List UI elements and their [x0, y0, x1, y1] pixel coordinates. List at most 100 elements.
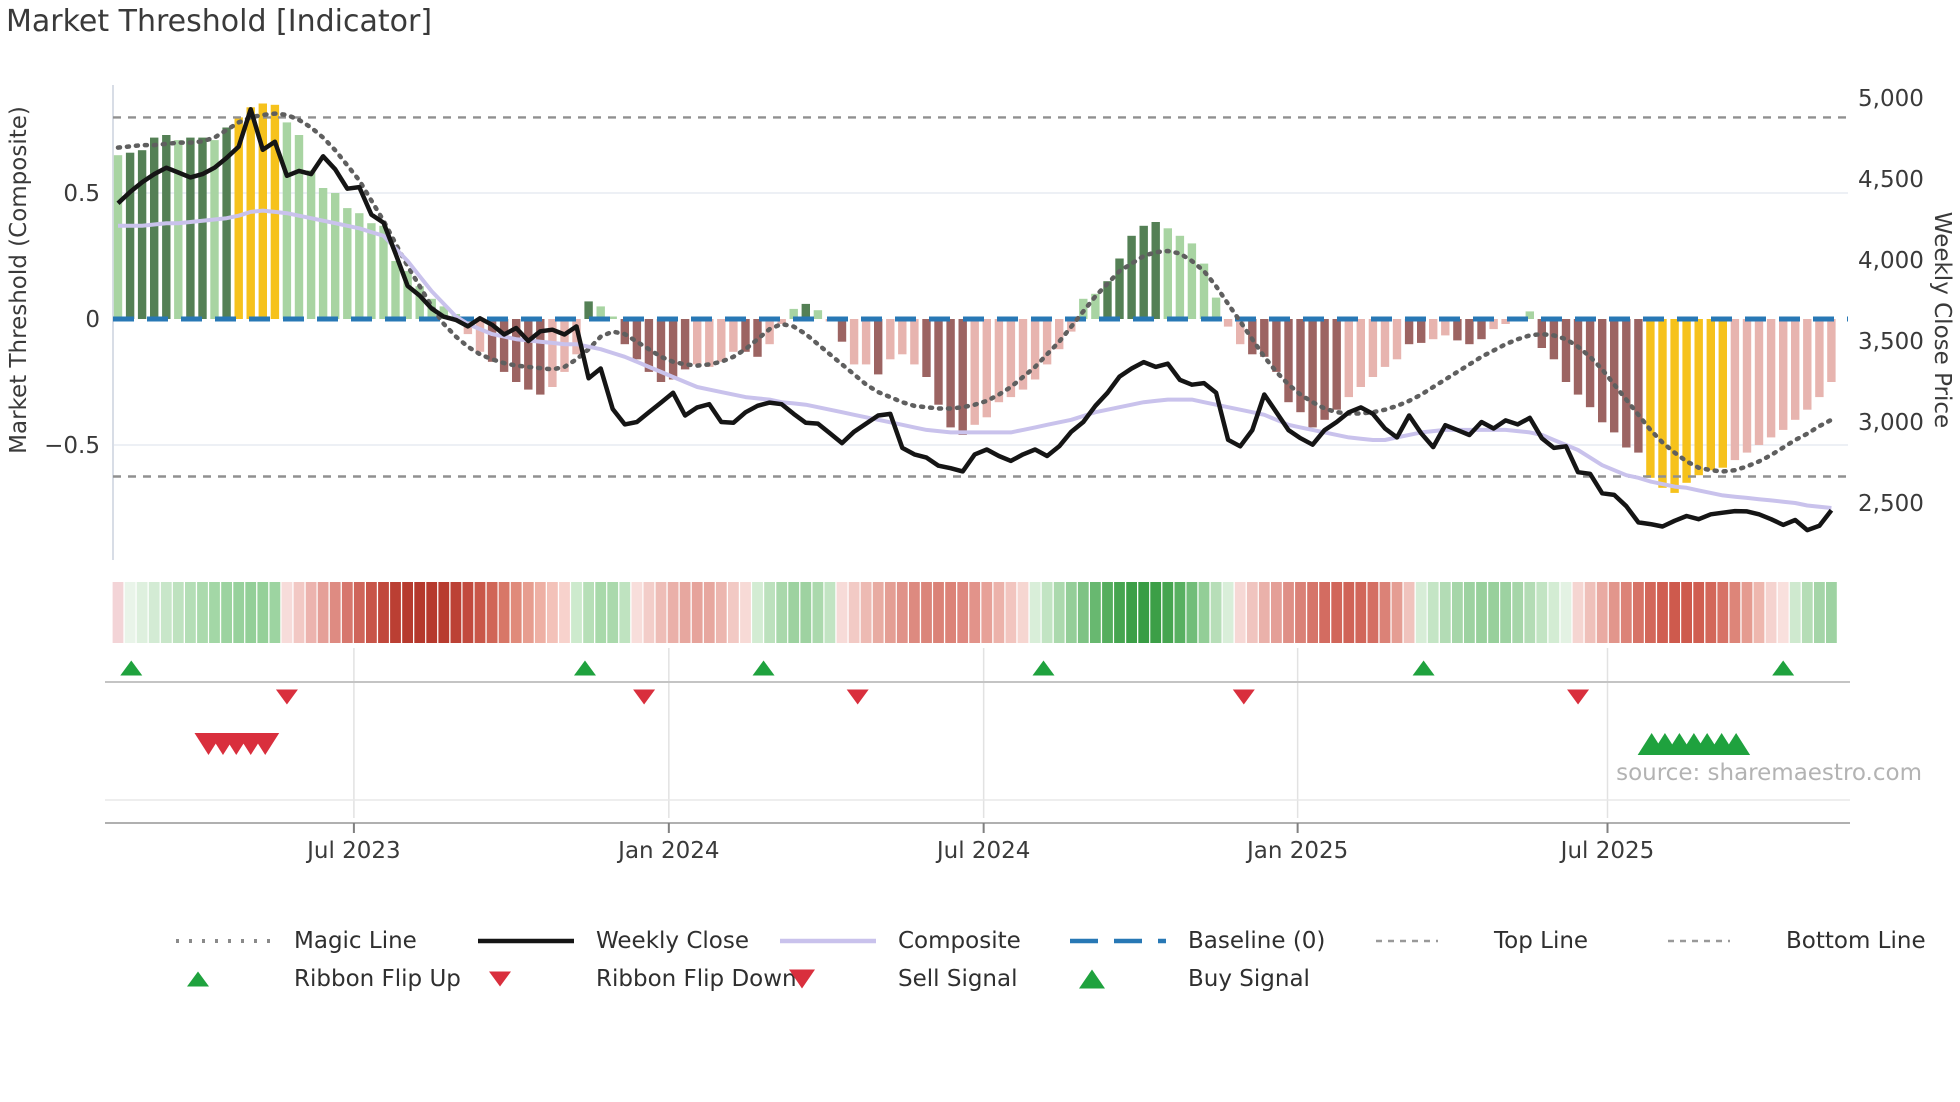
ribbon-cell: [341, 582, 353, 643]
histogram-bar: [608, 316, 617, 319]
histogram-bar: [1404, 319, 1414, 345]
histogram-bar: [1308, 319, 1317, 428]
magic-line-swatch: [176, 939, 272, 943]
histogram-bar: [1622, 319, 1631, 448]
ribbon-cell: [498, 582, 510, 643]
ribbon-cell: [884, 582, 896, 643]
histogram-bar: [1766, 319, 1776, 438]
histogram-bar: [379, 225, 388, 319]
ribbon-cell: [655, 582, 667, 643]
histogram-bar: [874, 319, 883, 375]
ribbon-cell: [1488, 582, 1499, 643]
ribbon-cell: [1283, 582, 1294, 643]
histogram-bar: [1380, 319, 1390, 367]
ribbon-cell: [402, 582, 413, 643]
ribbon-cell: [522, 582, 534, 643]
ribbon-cell: [366, 582, 377, 643]
histogram-bar: [294, 135, 304, 319]
ribbon-cell: [703, 582, 715, 643]
histogram-bar: [680, 319, 690, 370]
ribbon-cell: [1814, 582, 1825, 643]
legend-triangle: [489, 971, 511, 987]
ribbon-cell: [185, 582, 196, 643]
ribbon-cell: [559, 582, 570, 643]
histogram-bar: [1585, 319, 1595, 408]
ribbon-cell: [1174, 582, 1186, 643]
legend-label: Baseline (0): [1188, 928, 1326, 954]
legend-item-bottom-line: Bottom Line: [1660, 928, 1926, 954]
ribbon-cell: [1464, 582, 1475, 643]
histogram-bar: [1103, 281, 1112, 319]
ribbon-cell: [329, 582, 341, 643]
ribbon-cell: [1053, 582, 1065, 643]
legend-label: Composite: [898, 928, 1021, 954]
legend-item-ribbon-flip-up: Ribbon Flip Up: [168, 966, 461, 992]
ribbon-cell: [860, 582, 872, 643]
histogram-bar: [198, 137, 207, 319]
histogram-bar: [1429, 319, 1438, 340]
left-axis-tick-label: 0.5: [63, 181, 100, 207]
ribbon-cell: [619, 582, 631, 643]
legend-item-baseline: Baseline (0): [1062, 928, 1325, 954]
histogram-bar: [801, 303, 810, 319]
ribbon-cell: [909, 582, 920, 643]
histogram-bar: [1815, 319, 1824, 398]
ribbon-cell: [547, 582, 558, 643]
ribbon-cell: [896, 582, 908, 643]
ribbon-cell: [486, 582, 498, 643]
ribbon-cell: [1029, 582, 1041, 643]
ribbon-cell: [197, 582, 208, 643]
ribbon-cell: [1041, 582, 1053, 643]
histogram-bar: [656, 319, 666, 382]
ribbon-flip-down-icon: [489, 971, 511, 987]
ribbon-cell: [691, 582, 703, 643]
histogram-bar: [1489, 319, 1498, 330]
ribbon-cell: [1295, 582, 1306, 643]
legend-triangle: [1079, 969, 1105, 989]
ribbon-cell: [1138, 582, 1150, 643]
ribbon-cell: [921, 582, 932, 643]
ribbon-cell: [1090, 582, 1101, 643]
histogram-bar: [596, 306, 605, 319]
histogram-bar: [898, 319, 907, 355]
histogram-bar: [946, 319, 955, 428]
histogram-bar: [1754, 319, 1764, 445]
histogram-bar: [1260, 319, 1269, 357]
histogram-bar: [572, 319, 581, 355]
ribbon-cell: [390, 582, 401, 643]
ribbon-cell: [305, 582, 317, 643]
histogram-bar: [1791, 319, 1800, 420]
ribbon-cell: [1620, 582, 1632, 643]
histogram-bar: [1779, 319, 1788, 430]
histogram-bar: [1272, 319, 1281, 372]
histogram-bar: [1223, 319, 1233, 327]
legend-label: Ribbon Flip Down: [596, 966, 797, 992]
page-title: Market Threshold [Indicator]: [6, 4, 433, 39]
histogram-bar: [970, 319, 979, 425]
histogram-bar: [1610, 319, 1619, 433]
ribbon-cell: [571, 582, 582, 643]
histogram-bar: [524, 319, 533, 390]
histogram-bar: [403, 271, 412, 319]
histogram-bar: [162, 135, 171, 319]
ribbon-cell: [1801, 582, 1813, 643]
left-axis-tick-label: 0: [85, 307, 100, 333]
ribbon-cell: [1210, 582, 1222, 643]
ribbon-flip-down-marker: [846, 689, 869, 705]
histogram-bar: [282, 122, 292, 320]
ribbon-cell: [981, 582, 993, 643]
histogram-bar: [1501, 319, 1510, 324]
histogram-bar: [1006, 319, 1016, 398]
histogram-bar: [1320, 319, 1329, 420]
histogram-bar: [717, 319, 726, 362]
histogram-bar: [1441, 319, 1450, 336]
histogram-bar: [1392, 319, 1402, 360]
histogram-bar: [1368, 319, 1378, 377]
histogram-bar: [439, 306, 448, 319]
histogram-bar: [1332, 319, 1341, 410]
ribbon-cell: [426, 582, 438, 643]
ribbon-cell: [1102, 582, 1113, 643]
ribbon-cell: [1777, 582, 1789, 643]
ribbon-cell: [1427, 582, 1439, 643]
